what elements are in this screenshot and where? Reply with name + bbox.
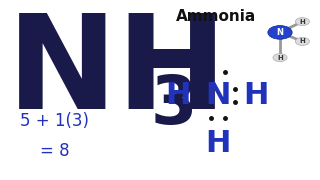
Circle shape bbox=[295, 37, 309, 45]
Text: N: N bbox=[205, 81, 230, 110]
Circle shape bbox=[273, 54, 287, 62]
Text: H: H bbox=[205, 129, 230, 159]
Text: N: N bbox=[276, 28, 284, 37]
Text: H: H bbox=[300, 19, 305, 25]
Text: NH: NH bbox=[6, 9, 228, 136]
Text: 5 + 1(3): 5 + 1(3) bbox=[20, 112, 89, 130]
Text: 3: 3 bbox=[150, 72, 197, 138]
Text: Ammonia: Ammonia bbox=[176, 9, 256, 24]
Text: H: H bbox=[165, 81, 190, 110]
Text: H: H bbox=[277, 55, 283, 61]
Circle shape bbox=[268, 26, 292, 39]
Circle shape bbox=[295, 18, 309, 26]
Text: H: H bbox=[243, 81, 269, 110]
Text: H: H bbox=[300, 38, 305, 44]
Text: = 8: = 8 bbox=[40, 142, 69, 160]
